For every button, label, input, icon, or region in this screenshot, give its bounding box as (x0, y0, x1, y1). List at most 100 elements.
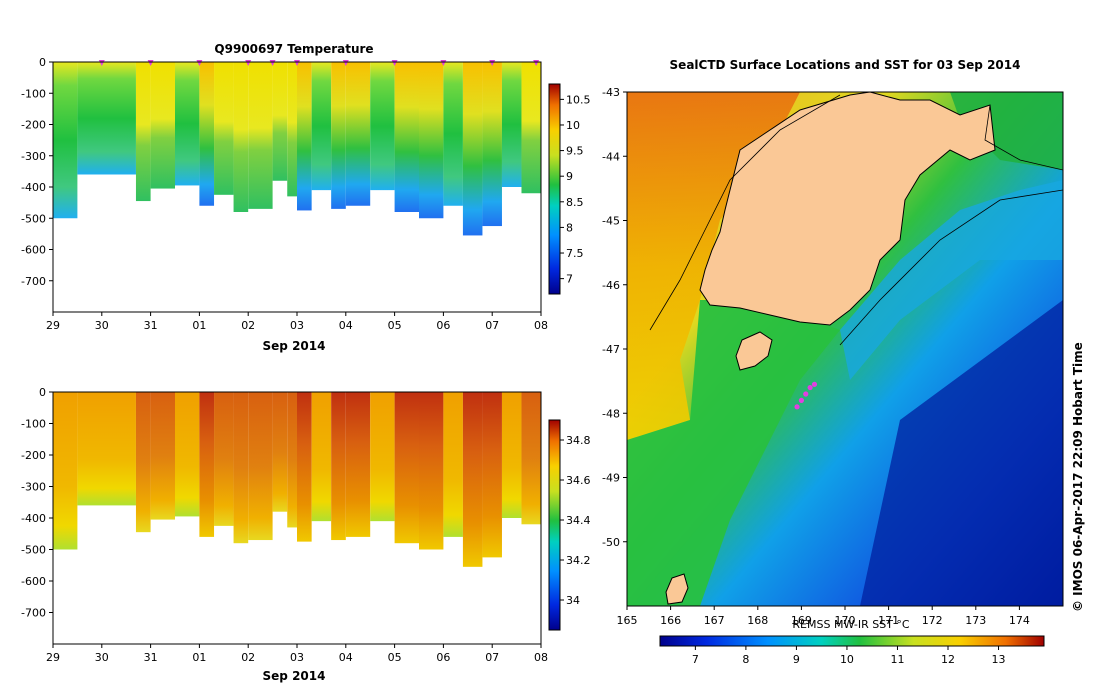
sst-colorbar-ticks: 7 8 9 10 11 12 13 (692, 646, 1006, 666)
sst-colorbar-tick-label: 10 (840, 653, 854, 666)
profile-column (370, 62, 395, 191)
y-tick-label: -200 (21, 449, 46, 462)
stewart-island-land (735, 331, 773, 371)
x-tick-label: 02 (241, 319, 255, 332)
colorbar-tick-label: 9.5 (566, 145, 584, 158)
profile-column (135, 62, 151, 202)
profile-column (394, 62, 419, 212)
lat-tick-label: -50 (602, 536, 620, 549)
x-tick-label: 07 (485, 319, 499, 332)
x-tick-label: 08 (534, 319, 548, 332)
x-tick-label: 08 (534, 651, 548, 664)
sst-colorbar-tick-label: 9 (793, 653, 800, 666)
profile-column (311, 392, 332, 522)
lon-tick-label: 173 (965, 614, 986, 627)
x-tick-label: 05 (388, 651, 402, 664)
temperature-colorbar (548, 83, 561, 295)
profile-column (272, 392, 288, 512)
profile-column (272, 62, 288, 181)
x-tick-label: 03 (290, 319, 304, 332)
profile-column (501, 392, 522, 518)
y-tick-label: -700 (21, 275, 46, 288)
y-tick-label: 0 (39, 386, 46, 399)
profile-column (462, 62, 483, 236)
y-tick-label: -200 (21, 119, 46, 132)
profile-column (233, 62, 249, 212)
y-tick-label: -600 (21, 244, 46, 257)
map-latitude-ticks: -43 -44 -45 -46 -47 -48 -49 -50 (602, 86, 627, 549)
profile-column (370, 392, 395, 522)
y-tick-label: -100 (21, 87, 46, 100)
auckland-islands-land (665, 573, 689, 605)
lon-tick-label: 170 (835, 614, 856, 627)
lon-tick-label: 171 (878, 614, 899, 627)
profile-column (443, 62, 463, 206)
profile-column (462, 392, 483, 567)
colorbar-tick-label: 8.5 (566, 196, 584, 209)
lon-tick-label: 165 (617, 614, 638, 627)
lon-tick-label: 168 (747, 614, 768, 627)
profile-column (135, 392, 151, 533)
profile-column (199, 392, 215, 537)
sst-colorbar-tick-label: 8 (742, 653, 749, 666)
map-title: SealCTD Surface Locations and SST for 03… (670, 58, 1021, 72)
profile-column (248, 62, 273, 209)
colorbar-tick-label: 10.5 (566, 93, 591, 106)
temperature-panel: Q9900697 Temperature 0 -100 -200 -300 -400 -5… (21, 42, 590, 353)
seal-location-dot (807, 384, 813, 391)
profile-column (443, 392, 463, 537)
seal-location-dot (803, 391, 809, 397)
colorbar-tick-label: 34.8 (566, 434, 591, 447)
profile-column (77, 392, 136, 506)
lat-tick-label: -49 (602, 472, 620, 485)
y-tick-label: -300 (21, 150, 46, 163)
seal-location-dot (811, 381, 818, 387)
profile-column (233, 392, 249, 544)
sst-colorbar-tick-label: 12 (941, 653, 955, 666)
salinity-xlabel: Sep 2014 (263, 669, 326, 683)
lat-tick-label: -46 (602, 279, 620, 292)
temperature-colorbar-ticks: 7 7.5 8 8.5 9 9.5 10 10.5 (560, 93, 591, 286)
y-tick-label: -300 (21, 481, 46, 494)
temperature-x-ticks: 29 30 31 01 02 03 04 05 06 07 08 (46, 312, 548, 332)
profile-column (150, 392, 175, 520)
lat-tick-label: -43 (602, 86, 620, 99)
seal-locations (794, 381, 818, 410)
colorbar-tick-label: 34.4 (566, 514, 591, 527)
x-tick-label: 31 (144, 651, 158, 664)
temperature-y-ticks: 0 -100 -200 -300 -400 -500 -600 -700 (21, 56, 53, 288)
lat-tick-label: -45 (602, 215, 620, 228)
south-island-land (699, 92, 996, 326)
profile-column (53, 392, 78, 550)
x-tick-label: 04 (339, 651, 353, 664)
subantarctic-region (840, 180, 1063, 380)
profile-column (214, 62, 234, 195)
profile-column (297, 62, 312, 211)
profile-column (521, 62, 541, 194)
salinity-profiles (53, 392, 541, 567)
x-tick-label: 03 (290, 651, 304, 664)
sst-colorbar-tick-label: 11 (890, 653, 904, 666)
x-tick-label: 06 (436, 319, 450, 332)
y-tick-label: -400 (21, 512, 46, 525)
x-tick-label: 29 (46, 319, 60, 332)
profile-column (175, 392, 200, 517)
temperature-title: Q9900697 Temperature (214, 42, 373, 56)
seal-location-dot (794, 404, 800, 410)
profile-column (297, 392, 312, 542)
profile-column (501, 62, 522, 187)
front-region (627, 300, 840, 606)
salinity-x-ticks: 29 30 31 01 02 03 04 05 06 07 08 (46, 644, 548, 664)
y-tick-label: -400 (21, 181, 46, 194)
cold-region (860, 300, 1063, 606)
profile-column (394, 392, 419, 544)
temperature-profiles (53, 62, 541, 236)
y-tick-label: -700 (21, 607, 46, 620)
profile-column (175, 62, 200, 186)
salinity-colorbar (548, 419, 561, 631)
profile-column (345, 392, 371, 537)
colorbar-tick-label: 7.5 (566, 247, 584, 260)
profile-column (419, 392, 444, 550)
sst-colorbar-title: REMSS MW-IR SST °C (792, 618, 910, 631)
colorbar-tick-label: 34.6 (566, 474, 591, 487)
